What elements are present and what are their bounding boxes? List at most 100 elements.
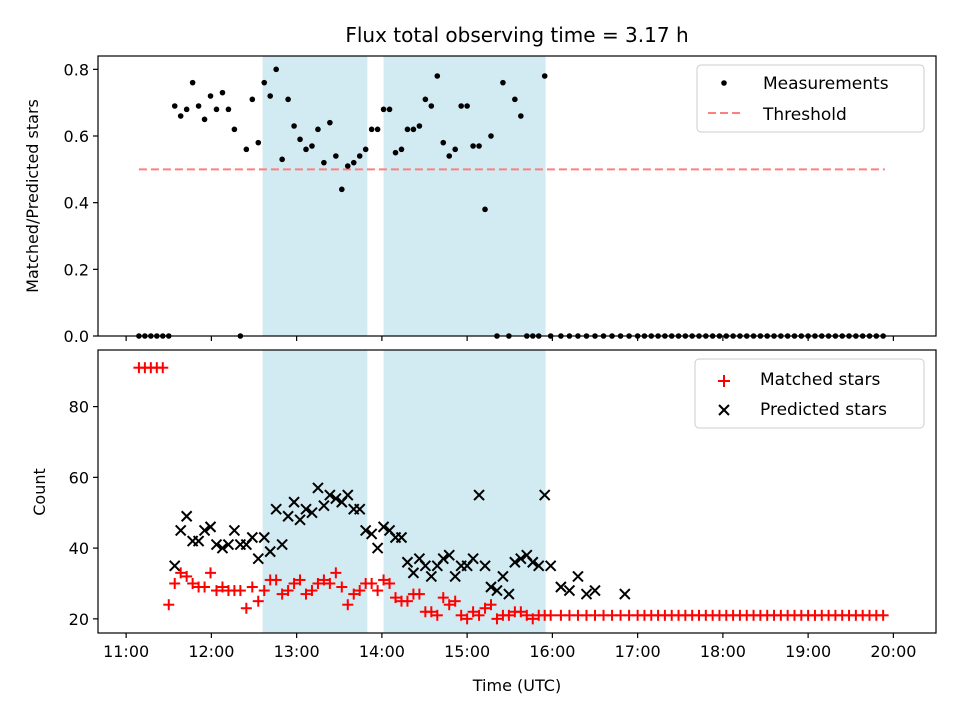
matched-star-point <box>390 592 402 604</box>
measurement-point <box>243 146 250 153</box>
x-tick-label: 15:00 <box>444 642 490 661</box>
measurement-point <box>350 159 357 166</box>
matched-star-point <box>199 581 211 593</box>
matched-star-point <box>288 577 300 589</box>
measurement-point <box>213 106 220 113</box>
y-tick-label: 60 <box>69 468 89 487</box>
matched-star-point <box>877 609 889 621</box>
matched-star-point <box>252 595 264 607</box>
predicted-star-point <box>204 521 217 533</box>
ratio-panel-legend: Measurements Threshold <box>696 64 925 133</box>
ratio-panel-y-label: Matched/Predicted stars <box>23 99 42 293</box>
matched-star-point <box>527 613 539 625</box>
measurement-point <box>434 73 441 79</box>
matched-star-point <box>276 588 288 600</box>
matched-star-point <box>449 595 461 607</box>
measurement-point <box>255 139 262 146</box>
measurement-point <box>267 93 274 99</box>
predicted-star-point <box>359 524 372 537</box>
measurement-point <box>464 103 470 109</box>
x-tick-label: 18:00 <box>700 642 746 661</box>
predicted-star-point <box>555 581 567 593</box>
x-tick-label: 16:00 <box>529 642 575 661</box>
measurement-point <box>380 106 387 113</box>
matched-star-point <box>372 585 384 597</box>
matched-star-point <box>175 567 187 579</box>
predicted-star-point <box>246 531 259 544</box>
measurement-point <box>446 153 453 159</box>
predicted-star-point <box>282 510 294 522</box>
matched-star-point <box>169 577 181 589</box>
matched-star-point <box>401 595 413 607</box>
predicted-star-point <box>222 538 235 551</box>
measurement-point <box>261 79 268 86</box>
matched-star-point <box>431 609 443 621</box>
matched-star-point <box>240 602 252 614</box>
measurement-point <box>285 96 291 103</box>
measurement-point <box>541 73 548 79</box>
measurement-point <box>321 159 327 166</box>
matched-star-point <box>336 581 348 593</box>
y-tick-label: 0.4 <box>64 194 89 213</box>
measurement-point <box>482 206 488 213</box>
measurement-point <box>362 146 369 153</box>
measurement-point <box>309 143 315 149</box>
matched-star-point <box>455 609 467 621</box>
predicted-star-point <box>192 535 205 547</box>
measurement-point <box>458 103 464 109</box>
predicted-star-point <box>174 524 187 537</box>
y-tick-label: 0.2 <box>64 260 89 279</box>
y-tick-label: 40 <box>69 539 89 558</box>
matched-stars-points <box>133 362 889 625</box>
x-tick-label: 17:00 <box>615 642 661 661</box>
measurement-point <box>279 156 285 163</box>
predicted-star-point <box>580 588 593 600</box>
matched-star-point <box>300 588 312 600</box>
measurement-point <box>297 136 303 143</box>
x-axis-label: Time (UTC) <box>472 676 561 695</box>
measurement-point <box>374 126 381 133</box>
matched-star-point <box>515 606 527 618</box>
count-panel-frame <box>97 349 937 634</box>
predicted-star-point <box>544 560 557 572</box>
predicted-star-point <box>228 524 241 537</box>
predicted-star-point <box>467 553 479 565</box>
predicted-star-point <box>538 489 551 501</box>
x-tick-label: 12:00 <box>188 642 234 661</box>
matched-star-point <box>234 585 246 597</box>
matched-star-point <box>521 609 533 621</box>
y-tick-label: 0.6 <box>64 127 89 146</box>
predicted-star-point <box>276 538 288 551</box>
x-tick-label: 19:00 <box>785 642 831 661</box>
matched-star-point <box>342 599 354 611</box>
matched-star-point <box>485 599 497 611</box>
predicted-star-point <box>258 531 270 544</box>
predicted-star-point <box>371 542 384 554</box>
measurement-point <box>315 126 321 133</box>
measurement-point <box>195 103 202 109</box>
predicted-star-point <box>210 538 223 551</box>
matched-star-point <box>348 588 360 600</box>
predicted-star-point <box>497 570 509 583</box>
measurement-point <box>386 106 393 113</box>
predicted-star-point <box>270 503 282 515</box>
y-tick-label: 0.8 <box>64 60 89 79</box>
predicted-star-point <box>342 489 354 501</box>
matched-star-point <box>258 585 270 597</box>
matched-star-point <box>157 362 169 374</box>
measurement-point <box>404 126 411 133</box>
legend-label-measurements: Measurements <box>763 74 889 94</box>
observing-interval-1 <box>383 350 546 633</box>
measurement-point <box>356 153 363 159</box>
measurement-point <box>201 116 208 123</box>
measurement-point <box>219 89 226 96</box>
count-panel-y-label: Count <box>30 468 49 516</box>
matched-star-point <box>473 609 485 621</box>
predicted-star-point <box>306 507 318 519</box>
predicted-star-point <box>449 570 461 583</box>
predicted-star-point <box>491 584 503 597</box>
measurement-point <box>410 126 417 133</box>
ratio-panel: 0.00.20.40.60.8 Matched/Predicted stars … <box>23 55 937 346</box>
matched-star-point <box>437 592 449 604</box>
